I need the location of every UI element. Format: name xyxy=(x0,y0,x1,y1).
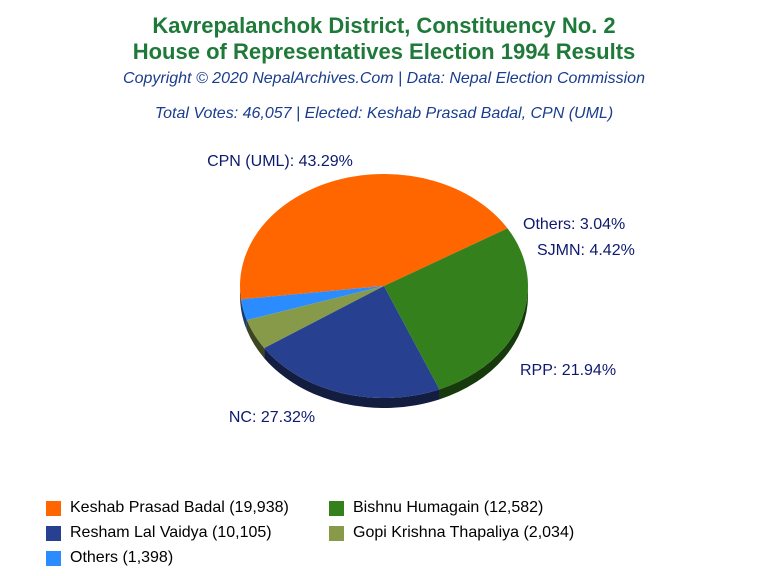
summary-line: Total Votes: 46,057 | Elected: Keshab Pr… xyxy=(154,105,614,122)
legend-item: Resham Lal Vaidya (10,105) xyxy=(46,522,272,544)
legend-item: Others (1,398) xyxy=(46,547,173,569)
legend-swatch xyxy=(329,500,344,516)
pie-side-rpp xyxy=(264,348,440,408)
slice-label-rpp: RPP: 21.94% xyxy=(520,362,616,379)
legend-label: Bishnu Humagain (12,582) xyxy=(353,499,544,516)
pie-slice-cpn-uml xyxy=(240,173,508,300)
legend: Keshab Prasad Badal (19,938) Bishnu Humag… xyxy=(0,497,768,576)
pie-side-cpn-uml xyxy=(240,286,242,310)
pie-slice-sjmn xyxy=(246,286,384,349)
legend-label: Others (1,398) xyxy=(70,549,174,566)
pie-side-walls xyxy=(240,286,528,408)
copyright-line: Copyright © 2020 NepalArchives.Com | Dat… xyxy=(123,70,645,87)
slice-label-cpn-uml: CPN (UML): 43.29% xyxy=(207,153,353,170)
chart-title-line2: House of Representatives Election 1994 R… xyxy=(132,39,636,64)
chart-title-line1: Kavrepalanchok District, Constituency No… xyxy=(152,13,616,38)
pie-slice-nc xyxy=(384,228,528,390)
legend-item: Keshab Prasad Badal (19,938) xyxy=(46,497,289,519)
legend-swatch xyxy=(46,500,61,516)
slice-label-nc: NC: 27.32% xyxy=(229,409,315,426)
legend-label: Gopi Krishna Thapaliya (2,034) xyxy=(353,524,575,541)
legend-item: Bishnu Humagain (12,582) xyxy=(329,497,543,519)
pie-side-others xyxy=(241,299,247,331)
legend-swatch xyxy=(46,525,61,541)
legend-swatch xyxy=(46,550,61,566)
slice-label-others: Others: 3.04% xyxy=(523,216,625,233)
slice-label-sjmn: SJMN: 4.42% xyxy=(537,242,635,259)
legend-item: Gopi Krishna Thapaliya (2,034) xyxy=(329,522,574,544)
pie-slice-others xyxy=(241,286,384,321)
legend-label: Resham Lal Vaidya (10,105) xyxy=(70,524,272,541)
pie-side-sjmn xyxy=(246,320,265,359)
pie-slice-rpp xyxy=(264,286,440,398)
legend-label: Keshab Prasad Badal (19,938) xyxy=(70,499,289,516)
legend-swatch xyxy=(329,525,344,541)
pie-side-nc xyxy=(439,286,528,400)
pie-chart: CPN (UML): 43.29% Others: 3.04% SJMN: 4.42… xyxy=(207,153,635,426)
